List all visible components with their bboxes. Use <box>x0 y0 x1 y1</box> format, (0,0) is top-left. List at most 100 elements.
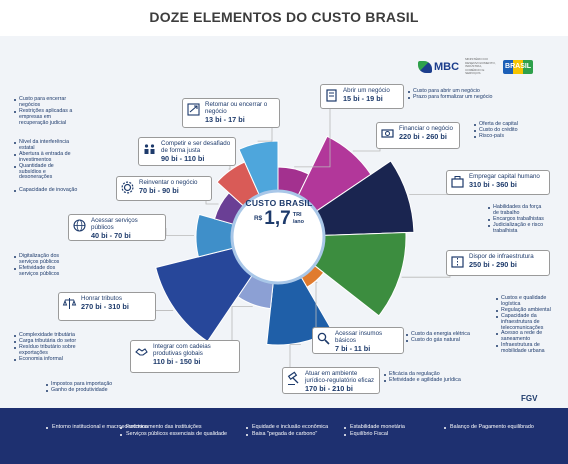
element-name: Honrar tributos <box>81 295 122 302</box>
center-currency: R$ <box>253 215 263 222</box>
element-value: 220 bi - 260 bi <box>399 132 447 142</box>
element-value: 250 bi - 290 bi <box>469 260 517 270</box>
element-box-cadeias: Integrar com cadeias produtivas globais 1… <box>130 340 240 373</box>
detail-item: Carga tributária do setor <box>14 338 84 345</box>
detail-item: Oferta de capital <box>474 121 534 128</box>
government-logo: BRASIL <box>503 60 534 74</box>
element-box-servicos: Acessar serviços públicos 40 bi - 70 bi <box>68 214 166 241</box>
element-box-juridico: Atuar em ambiente jurídico-regulatório e… <box>282 367 380 394</box>
detail-item: Regulação ambiental <box>496 307 558 314</box>
footer-item: Entorno institucional e macroeconômico <box>46 424 148 431</box>
details-list-tributos: Complexidade tributária Carga tributária … <box>14 332 84 363</box>
element-box-capital-humano: Empregar capital humano 310 bi - 360 bi <box>446 170 550 195</box>
mbc-logo: MBC <box>434 61 460 73</box>
scales-icon <box>61 295 78 312</box>
page-title: DOZE ELEMENTOS DO CUSTO BRASIL <box>149 9 419 25</box>
detail-item: Resíduo tributário sobre exportações <box>14 344 84 357</box>
connector-juridico <box>289 344 301 373</box>
money-icon <box>379 125 396 142</box>
road-icon <box>449 253 466 270</box>
details-list-retomar: Custo para encerrar negócios Restrições a… <box>14 96 76 127</box>
detail-item: Judicialização e risco trabalhista <box>488 222 548 235</box>
element-name: Abrir um negócio <box>343 87 390 94</box>
logo-strip: MBC MINISTÉRIO DO DESENVOLVIMENTO, INDÚS… <box>418 56 534 78</box>
wedge-infraestrutura <box>313 232 407 317</box>
details-list-servicos: Digitalização dos serviços públicos Efeti… <box>14 253 66 278</box>
footer-column: Equidade e inclusão econômica Baixa "pega… <box>246 424 328 439</box>
detail-item: Infraestrutura de mobilidade urbana <box>496 342 558 355</box>
connector-servicos <box>165 228 195 236</box>
handshake-icon <box>133 343 150 360</box>
detail-item: Eficácia da regulação <box>384 371 474 378</box>
element-name: Retomar ou encerrar o negócio <box>205 101 268 116</box>
center-label: CUSTO BRASIL R$ 1,7 TRI /ano <box>236 198 322 228</box>
footer-item: Balanço de Pagamento equilibrado <box>444 424 534 431</box>
details-list-capital-humano: Habilidades da força de trabalho Encargos… <box>488 204 548 235</box>
detail-item: Nível da interferência estatal <box>14 139 76 152</box>
connector-insumos <box>315 281 318 340</box>
detail-item: Economia informal <box>14 356 84 363</box>
element-value: 90 bi - 110 bi <box>161 154 205 164</box>
details-list-infraestrutura: Custos e qualidade logística Regulação am… <box>496 295 558 355</box>
element-box-retomar: Retomar ou encerrar o negócio 13 bi - 17 … <box>182 98 280 128</box>
footer-column: Balanço de Pagamento equilibrado <box>444 424 534 431</box>
connector-abrir <box>294 108 331 168</box>
detail-item: Restrições aplicadas a empresas em recup… <box>14 108 76 127</box>
gavel-icon <box>285 370 302 387</box>
detail-item: Custos e qualidade logística <box>496 295 558 308</box>
document-icon <box>323 87 340 104</box>
element-name: Integrar com cadeias produtivas globais <box>153 343 211 358</box>
detail-item: Capacidade da infraestrutura de telecomu… <box>496 313 558 332</box>
details-list-insumos: Custo da energia elétrica Custo do gás na… <box>406 331 486 344</box>
connector-financiar <box>352 148 381 152</box>
center-value: R$ 1,7 TRI /ano <box>236 209 322 228</box>
detail-item: Risco-país <box>474 133 534 140</box>
footer-band: Entorno institucional e macroeconômico Fu… <box>0 408 568 464</box>
detail-item: Efetividade dos serviços públicos <box>14 265 66 278</box>
element-value: 110 bi - 150 bi <box>153 357 201 367</box>
ministry-caption: MINISTÉRIO DO DESENVOLVIMENTO, INDÚSTRIA… <box>465 57 496 76</box>
refresh-icon <box>185 101 202 118</box>
center-title: CUSTO BRASIL <box>245 198 313 208</box>
footer-item: Equilíbrio Fiscal <box>344 431 405 438</box>
element-name: Atuar em ambiente jurídico-regulatório e… <box>305 370 375 385</box>
connector-infraestrutura <box>401 270 451 278</box>
people-icon <box>141 140 158 157</box>
detail-item: Custo do gás natural <box>406 337 486 344</box>
detail-item: Quantidade de subsídios e desonerações <box>14 163 76 182</box>
detail-item: Prazo para formalizar um negócio <box>408 94 508 101</box>
element-value: 7 bi - 11 bi <box>335 344 371 354</box>
details-list-cadeias: Impostos para importação Ganho de produti… <box>46 381 136 394</box>
detail-item: Capacidade de inovação <box>14 187 94 194</box>
gear-icon <box>119 179 136 196</box>
footer-column: Funcionamento das instituições Serviços p… <box>120 424 227 439</box>
element-value: 270 bi - 310 bi <box>81 302 129 312</box>
footer-column: Entorno institucional e macroeconômico <box>46 424 148 431</box>
detail-item: Complexidade tributária <box>14 332 84 339</box>
element-box-abrir: Abrir um negócio 15 bi - 19 bi <box>320 84 404 109</box>
detail-item: Efetividade e agilidade jurídica <box>384 377 474 384</box>
element-name: Financiar o negócio <box>399 125 454 132</box>
element-box-tributos: Honrar tributos 270 bi - 310 bi <box>58 292 156 321</box>
element-value: 15 bi - 19 bi <box>343 94 383 104</box>
footer-item: Equidade e inclusão econômica <box>246 424 328 431</box>
element-name: Acessar serviços públicos <box>91 217 138 232</box>
footer-item: Estabilidade monetária <box>344 424 405 431</box>
detail-item: Custo do crédito <box>474 127 534 134</box>
element-box-reinventar: Reinventar o negócio 70 bi - 90 bi <box>116 176 212 201</box>
detail-item: Acesso a rede de saneamento <box>496 331 558 343</box>
fgv-logo: FGV <box>521 394 538 403</box>
globe-icon <box>71 217 88 234</box>
footer-item: Serviços públicos essenciais de qualidad… <box>120 431 227 438</box>
element-value: 310 bi - 360 bi <box>469 180 517 190</box>
footer-item: Funcionamento das instituições <box>120 424 227 431</box>
element-box-financiar: Financiar o negócio 220 bi - 260 bi <box>376 122 460 149</box>
details-list-reinventar: Capacidade de inovação <box>14 187 94 194</box>
detail-item: Custo para abrir um negócio <box>408 88 508 95</box>
briefcase-icon <box>449 173 466 190</box>
detail-item: Impostos para importação <box>46 381 136 388</box>
detail-item: Habilidades da força de trabalho <box>488 204 548 217</box>
center-number: 1,7 <box>264 208 291 229</box>
element-name: Acessar insumos básicos <box>335 330 383 345</box>
